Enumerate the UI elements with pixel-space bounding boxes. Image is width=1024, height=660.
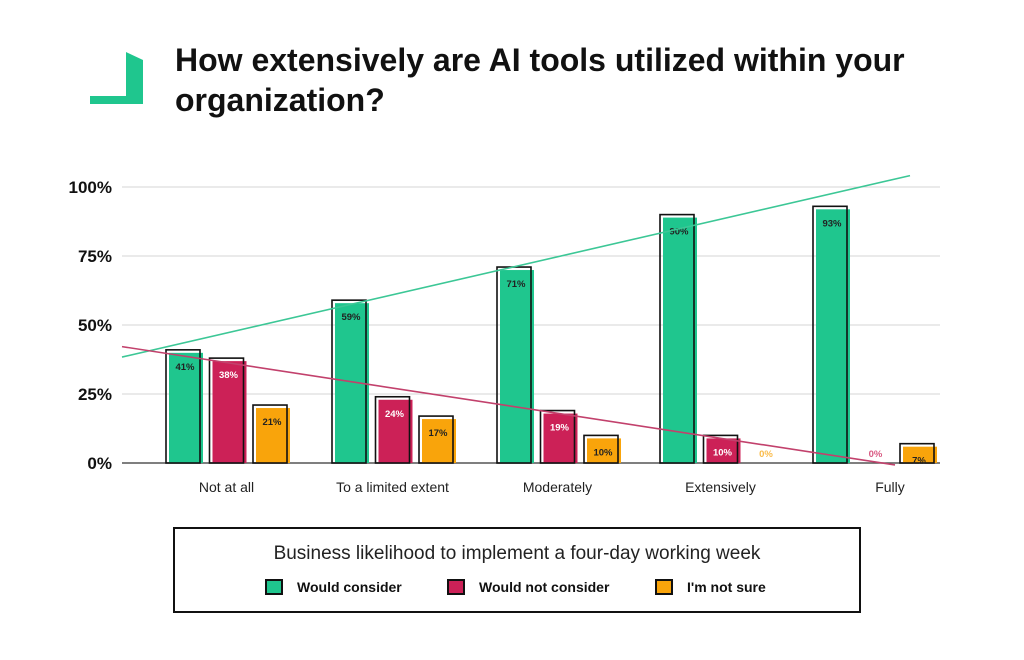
bar-chart: 0% 25% 50% 75% 100% Not at all 41% 38% 21% To a l… [69,174,940,495]
legend-label: Would consider [297,579,402,595]
data-label: 7% [912,456,926,467]
y-tick-label: 100% [69,178,112,197]
bar-outline [418,415,454,464]
bar-outline [899,442,935,464]
data-label: 24% [385,409,405,420]
data-label: 0% [759,449,773,460]
data-label: 21% [262,417,282,428]
bar [543,413,578,463]
data-label: 19% [550,423,570,434]
legend: Business likelihood to implement a four-… [173,527,861,613]
data-label: 93% [822,218,842,229]
x-tick-label: Moderately [523,479,592,495]
data-label: 10% [713,447,733,458]
bar [422,419,456,463]
bar [816,209,850,463]
data-label: 41% [175,362,195,373]
page-title: How extensively are AI tools utilized wi… [175,42,905,118]
bar-outline [539,409,576,464]
data-label: 17% [428,428,448,439]
x-tick-label: To a limited extent [336,479,449,495]
bar-outline [583,434,619,464]
y-tick-label: 25% [78,385,112,404]
bar-outline [702,434,739,464]
bar [500,270,534,463]
bar [169,352,203,463]
bar [378,399,413,463]
bar-outline [659,213,695,464]
bar [256,408,290,463]
legend-title: Business likelihood to implement a four-… [273,543,761,564]
bar-outline [812,205,848,464]
x-tick-label: Not at all [199,479,254,495]
y-tick-label: 0% [87,454,112,473]
legend-label: Would not consider [479,579,610,595]
y-tick-label: 50% [78,316,112,335]
bar [663,217,697,463]
trendline-would-consider [121,174,911,358]
trendline-would-not-consider [121,345,896,466]
bar-outline [208,357,245,464]
bar [706,438,741,463]
data-label: 10% [593,447,613,458]
data-label: 59% [341,312,361,323]
bar [587,438,621,463]
bar-outline [374,395,411,464]
data-label: 90% [669,227,689,238]
legend-item-would-consider: Would consider [265,579,402,595]
data-label: 71% [506,279,526,290]
logo-icon [90,52,143,104]
bar-outline [165,349,201,464]
data-label: 0% [869,449,883,460]
x-tick-label: Extensively [685,479,756,495]
data-label: 38% [219,370,239,381]
legend-item-would-not-consider: Would not consider [447,579,609,595]
y-tick-label: 75% [78,247,112,266]
x-tick-label: Fully [875,479,905,495]
legend-label: I'm not sure [687,579,766,595]
bar [903,446,937,463]
legend-item-not-sure: I'm not sure [655,579,766,595]
bar-outline [331,299,367,464]
bar-outline [252,404,288,464]
bar [212,361,247,463]
